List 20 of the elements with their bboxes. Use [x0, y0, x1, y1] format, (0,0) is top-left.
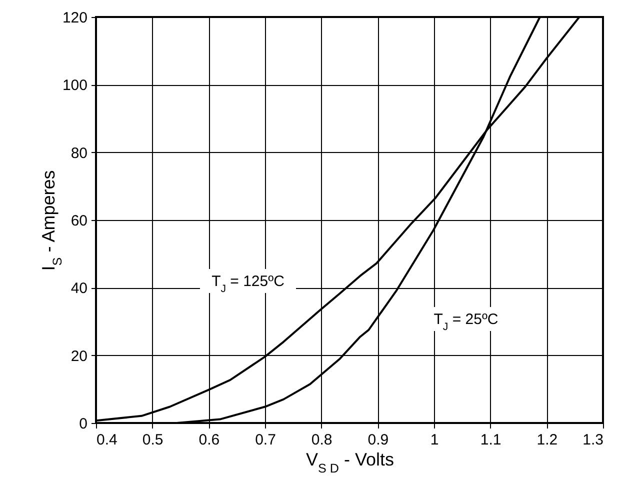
y-tick-label: 40: [70, 280, 88, 298]
x-tick-label: 0.9: [368, 432, 389, 448]
annotation: T$_{J}$ = 25ºC: [434, 311, 498, 333]
x-tick-label: 0.8: [311, 432, 332, 448]
y-tick-label: 60: [70, 212, 88, 230]
y-tick-label: 100: [62, 77, 88, 94]
y-tick-label: 80: [70, 144, 88, 162]
y-tick-label: 20: [70, 348, 88, 365]
x-tick-label: 1.2: [536, 432, 558, 448]
y-tick-label: 120: [62, 10, 88, 26]
x-tick-label: 0.4: [96, 432, 118, 448]
x-axis-title: V$_{S D}$ - Volts: [306, 450, 394, 476]
y-tick-label: 0: [79, 416, 88, 432]
x-tick-label: 1.1: [480, 432, 502, 448]
x-tick-label: 1.3: [582, 432, 604, 448]
x-tick-label: 0.6: [198, 432, 220, 448]
x-tick-label: 0.7: [255, 432, 276, 448]
x-tick-label: 0.5: [142, 432, 164, 448]
annotation: T$_{J}$ = 125ºC: [212, 273, 285, 295]
x-tick-label: 1: [430, 432, 439, 448]
